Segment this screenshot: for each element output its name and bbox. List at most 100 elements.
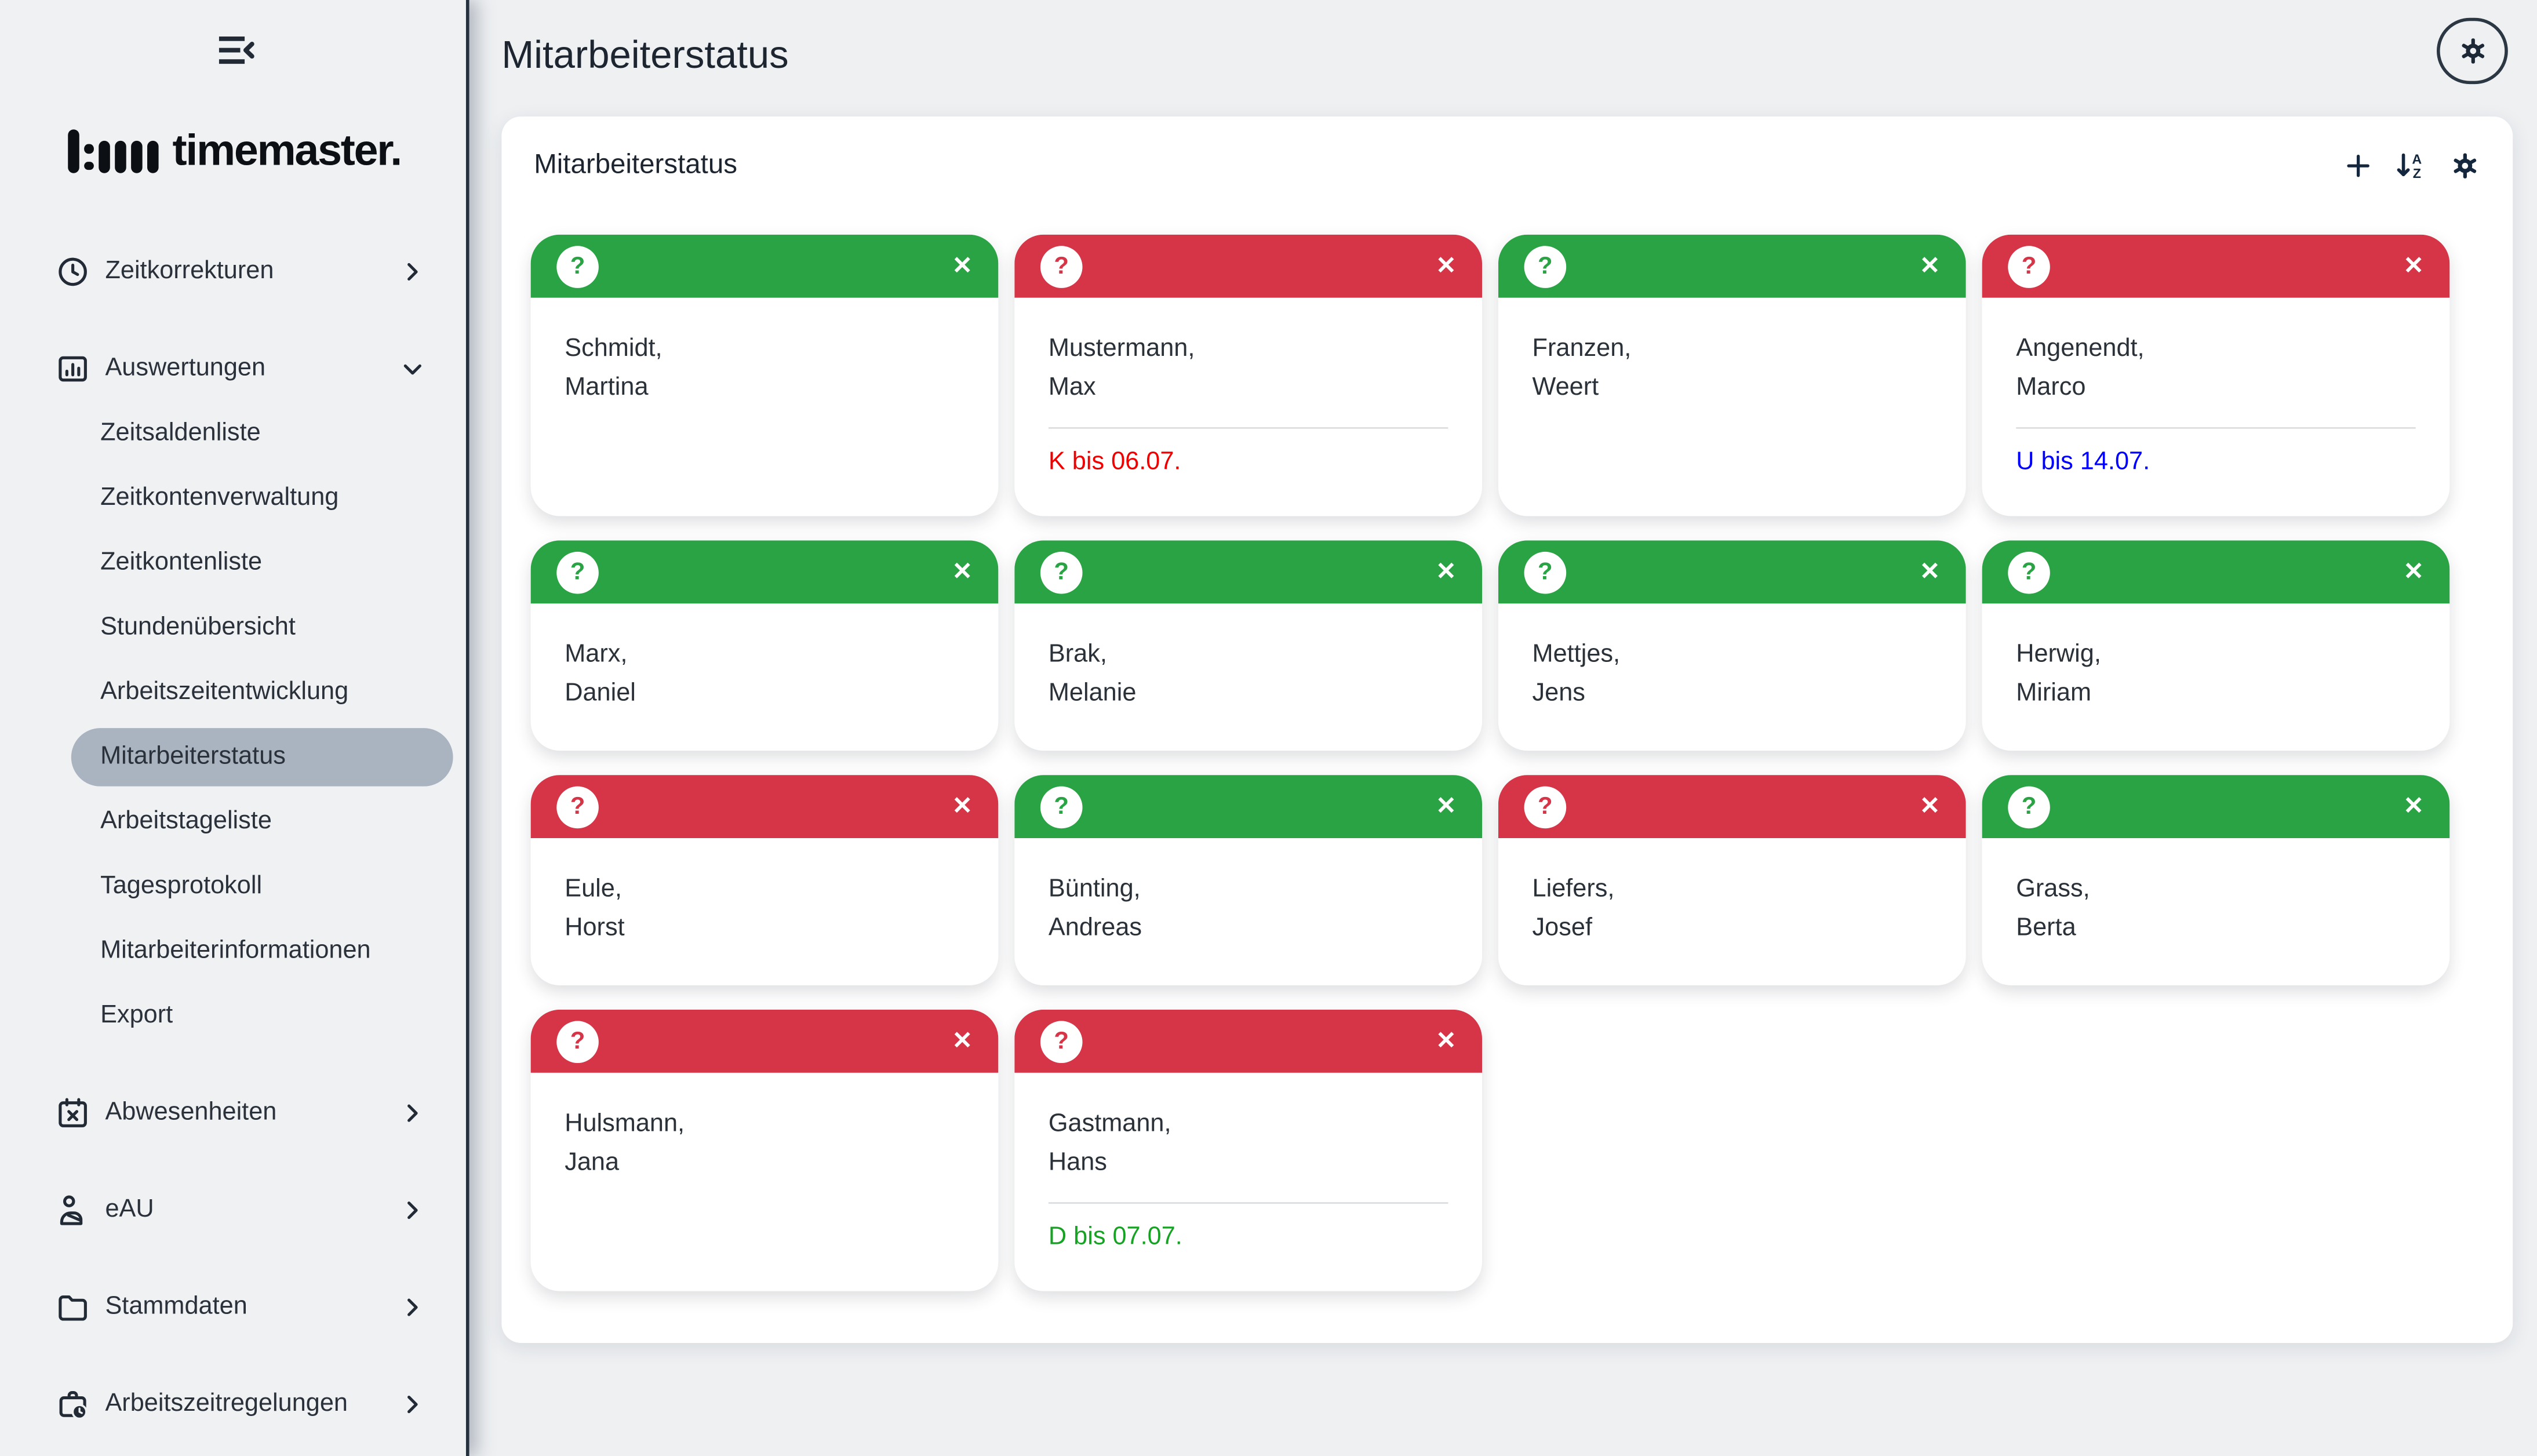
close-icon[interactable]: ✕ — [1436, 792, 1457, 821]
card-header: ? ✕ — [1982, 775, 2450, 838]
employee-lastname: Herwig, — [2016, 640, 2101, 668]
close-icon[interactable]: ✕ — [952, 1027, 973, 1055]
help-icon[interactable]: ? — [1040, 785, 1083, 828]
nav-label: Zeitkontenliste — [100, 548, 263, 576]
employee-card[interactable]: ? ✕ Marx, Daniel — [530, 540, 999, 751]
nav-label: Zeitkontenverwaltung — [100, 483, 339, 512]
employee-firstname: Jana — [565, 1148, 620, 1176]
sidebar-item-auswertungen[interactable]: Auswertungen — [0, 337, 469, 402]
employee-card[interactable]: ? ✕ Liefers, Josef — [1498, 775, 1966, 986]
card-header: ? ✕ — [530, 540, 999, 604]
help-icon[interactable]: ? — [1524, 245, 1567, 287]
help-icon[interactable]: ? — [1040, 1020, 1083, 1062]
close-icon[interactable]: ✕ — [2403, 792, 2424, 821]
card-body: Herwig, Miriam — [1982, 603, 2450, 751]
card-body: Schmidt, Martina — [531, 298, 999, 516]
card-body: Hulsmann, Jana — [531, 1073, 999, 1291]
card-body: Liefers, Josef — [1498, 838, 1966, 985]
sidebar-item-abwesenheiten[interactable]: Abwesenheiten — [0, 1081, 469, 1146]
close-icon[interactable]: ✕ — [1919, 792, 1941, 821]
employee-card[interactable]: ? ✕ Grass, Berta — [1982, 775, 2450, 986]
gear-icon[interactable] — [2448, 149, 2481, 181]
sidebar-item-stammdaten[interactable]: Stammdaten — [0, 1275, 469, 1340]
sidebar-item-export[interactable]: Export — [0, 984, 469, 1049]
plus-icon[interactable] — [2341, 149, 2374, 181]
employee-lastname: Schmidt, — [565, 334, 663, 363]
sidebar-item-mitarbeiterstatus[interactable]: Mitarbeiterstatus — [0, 725, 469, 790]
employee-firstname: Josef — [1532, 913, 1593, 941]
nav-label: Tagesprotokoll — [100, 872, 263, 900]
sidebar-item-zeitkontenverwaltung[interactable]: Zeitkontenverwaltung — [0, 466, 469, 531]
card-divider — [2016, 427, 2416, 429]
close-icon[interactable]: ✕ — [1436, 1027, 1457, 1055]
page-settings-button[interactable] — [2436, 17, 2508, 85]
help-icon[interactable]: ? — [556, 1020, 599, 1062]
sidebar-item-arbeitszeitentwicklung[interactable]: Arbeitszeitentwicklung — [0, 660, 469, 725]
close-icon[interactable]: ✕ — [1436, 558, 1457, 586]
close-icon[interactable]: ✕ — [1919, 252, 1941, 280]
nav-label: Auswertungen — [105, 354, 266, 382]
sidebar-item-tagesprotokoll[interactable]: Tagesprotokoll — [0, 854, 469, 919]
panel-header: Mitarbeiterstatus A Z — [534, 143, 2480, 188]
employee-card[interactable]: ? ✕ Gastmann, Hans D bis 07.07. — [1014, 1009, 1483, 1291]
help-icon[interactable]: ? — [1524, 551, 1567, 594]
help-icon[interactable]: ? — [556, 551, 599, 594]
app-logo: timemaster. — [0, 126, 469, 177]
close-icon[interactable]: ✕ — [952, 558, 973, 586]
employee-card[interactable]: ? ✕ Herwig, Miriam — [1982, 540, 2450, 751]
employee-card[interactable]: ? ✕ Bünting, Andreas — [1014, 775, 1483, 986]
employee-card[interactable]: ? ✕ Franzen, Weert — [1498, 234, 1966, 516]
card-header: ? ✕ — [530, 1009, 999, 1073]
sidebar-item-zeitkontenliste[interactable]: Zeitkontenliste — [0, 531, 469, 596]
gear-icon — [2457, 35, 2488, 66]
card-divider — [1048, 1202, 1448, 1204]
employee-firstname: Max — [1048, 373, 1096, 401]
card-header: ? ✕ — [1014, 540, 1483, 604]
sidebar-item-arbeitszeitregelungen[interactable]: Arbeitszeitregelungen — [0, 1372, 469, 1437]
employee-lastname: Brak, — [1048, 640, 1107, 668]
close-icon[interactable]: ✕ — [1919, 558, 1941, 586]
employee-firstname: Andreas — [1048, 913, 1142, 941]
help-icon[interactable]: ? — [556, 245, 599, 287]
help-icon[interactable]: ? — [1524, 785, 1567, 828]
employee-card[interactable]: ? ✕ Hulsmann, Jana — [530, 1009, 999, 1291]
employee-card[interactable]: ? ✕ Mustermann, Max K bis 06.07. — [1014, 234, 1483, 516]
help-icon[interactable]: ? — [2008, 245, 2050, 287]
status-text: K bis 06.07. — [1048, 448, 1181, 476]
sidebar-item-zeitkorrekturen[interactable]: Zeitkorrekturen — [0, 239, 469, 304]
close-icon[interactable]: ✕ — [2403, 558, 2424, 586]
sidebar-item-stundenuebersicht[interactable]: Stundenübersicht — [0, 595, 469, 660]
nav-label: eAU — [105, 1195, 154, 1224]
chevron-right-icon — [398, 257, 427, 286]
sidebar: timemaster. Zeitkorrekturen Auswertungen — [0, 0, 469, 1456]
help-icon[interactable]: ? — [2008, 785, 2050, 828]
close-icon[interactable]: ✕ — [2403, 252, 2424, 280]
card-body: Franzen, Weert — [1498, 298, 1966, 516]
employee-card[interactable]: ? ✕ Angenendt, Marco U bis 14.07. — [1982, 234, 2450, 516]
employee-card[interactable]: ? ✕ Eule, Horst — [530, 775, 999, 986]
close-icon[interactable]: ✕ — [952, 792, 973, 821]
employee-lastname: Bünting, — [1048, 875, 1141, 903]
employee-card[interactable]: ? ✕ Mettjes, Jens — [1498, 540, 1966, 751]
nav-label: Mitarbeiterinformationen — [100, 937, 371, 964]
employee-card[interactable]: ? ✕ Schmidt, Martina — [530, 234, 999, 516]
card-header: ? ✕ — [1498, 234, 1966, 298]
sort-alpha-down-icon[interactable]: A Z — [2394, 149, 2427, 181]
close-icon[interactable]: ✕ — [1436, 252, 1457, 280]
employee-firstname: Berta — [2016, 913, 2076, 941]
help-icon[interactable]: ? — [556, 785, 599, 828]
sidebar-item-eau[interactable]: eAU — [0, 1178, 469, 1243]
employee-lastname: Mettjes, — [1532, 640, 1621, 668]
sidebar-item-arbeitstageliste[interactable]: Arbeitstageliste — [0, 789, 469, 854]
employee-card[interactable]: ? ✕ Brak, Melanie — [1014, 540, 1483, 751]
sidebar-item-zeitsaldenliste[interactable]: Zeitsaldenliste — [0, 401, 469, 466]
close-icon[interactable]: ✕ — [952, 252, 973, 280]
nav-label: Stammdaten — [105, 1293, 247, 1320]
help-icon[interactable]: ? — [2008, 551, 2050, 594]
sidebar-item-mitarbeiterinformationen[interactable]: Mitarbeiterinformationen — [0, 919, 469, 984]
employee-firstname: Weert — [1532, 373, 1599, 401]
sidebar-collapse-button[interactable] — [215, 29, 257, 71]
help-icon[interactable]: ? — [1040, 551, 1083, 594]
clock-icon — [55, 254, 90, 289]
help-icon[interactable]: ? — [1040, 245, 1083, 287]
